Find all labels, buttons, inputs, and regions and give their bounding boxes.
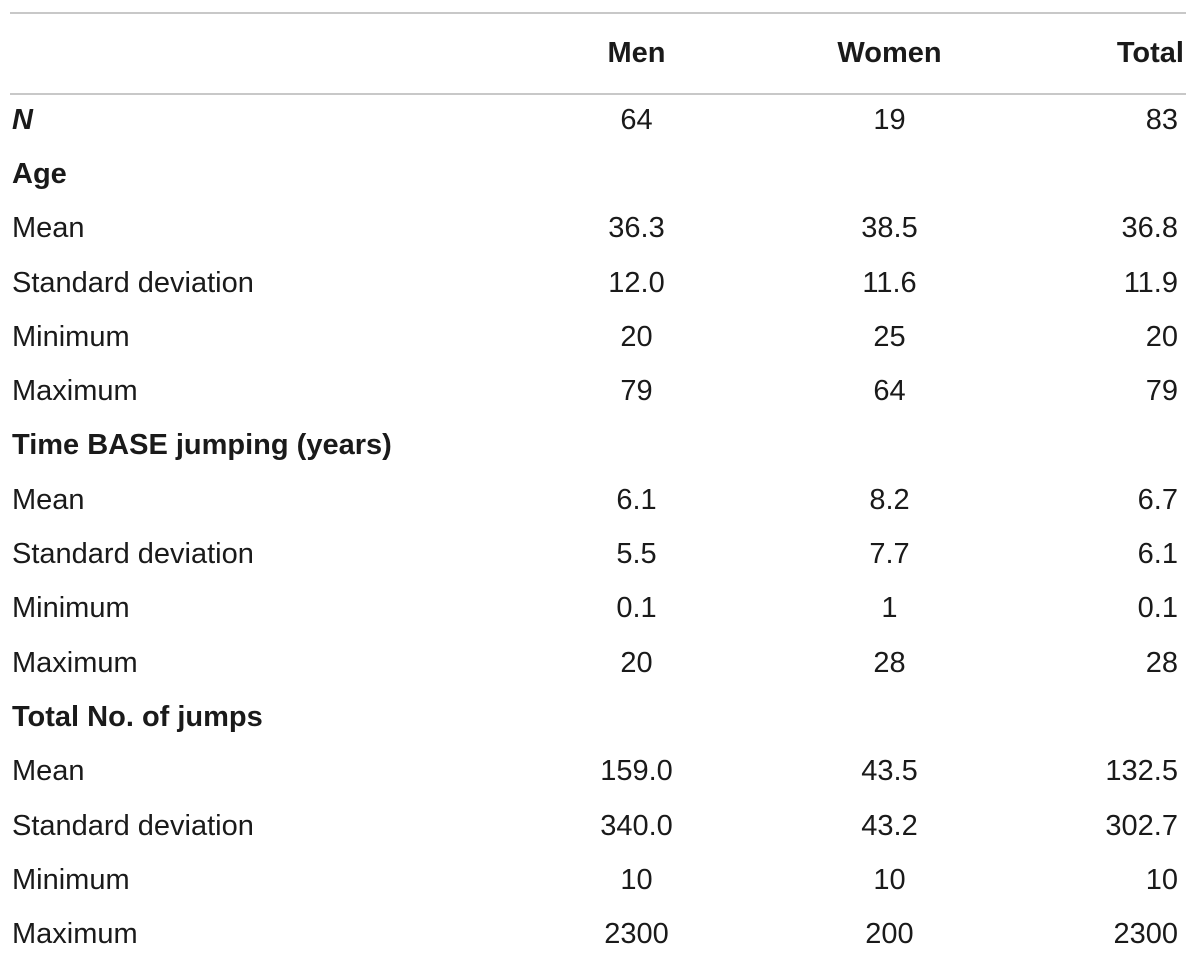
- table-row: Standard deviation 12.0 11.6 11.9: [0, 256, 1200, 310]
- section-header-row: Total No. of jumps: [0, 690, 1200, 744]
- table-row: Maximum 2300 200 2300: [0, 907, 1200, 961]
- cell-total: 6.1: [1137, 538, 1178, 571]
- cell-women: 19: [873, 103, 906, 136]
- row-label: Age: [12, 157, 67, 190]
- row-label: Minimum: [12, 863, 130, 896]
- cell-men: 12.0: [608, 266, 665, 299]
- cell-men: 340.0: [600, 809, 673, 842]
- header-total: Total: [1116, 36, 1184, 69]
- table-top-rule: [10, 12, 1186, 14]
- table-row: Maximum 20 28 28: [0, 636, 1200, 690]
- sample-size-row: N 64 19 83: [0, 93, 1200, 147]
- row-label: Mean: [12, 212, 85, 245]
- cell-women: [753, 419, 1026, 473]
- cell-men: 64: [620, 103, 653, 136]
- table-row: Maximum 79 64 79: [0, 364, 1200, 418]
- cell-women: 11.6: [862, 266, 917, 299]
- row-label: Standard deviation: [12, 809, 254, 842]
- cell-total: 302.7: [1105, 809, 1178, 842]
- cell-total: [1026, 147, 1200, 201]
- cell-women: 10: [873, 863, 906, 896]
- table-header-rule: [10, 93, 1186, 95]
- cell-women: 1: [881, 592, 898, 625]
- cell-men: 159.0: [600, 755, 673, 788]
- header-women: Women: [837, 36, 942, 69]
- cell-men: 20: [620, 320, 653, 353]
- row-label: Maximum: [12, 918, 138, 951]
- section-header-row: Age: [0, 147, 1200, 201]
- table-row: Minimum 0.1 1 0.1: [0, 582, 1200, 636]
- cell-women: 43.2: [861, 809, 918, 842]
- cell-women: 200: [865, 918, 914, 951]
- demographics-table: Men Women Total N 64 19 83 Age Mean 36.3 38.5 36…: [0, 13, 1200, 962]
- row-label: Minimum: [12, 592, 130, 625]
- row-label: Minimum: [12, 320, 130, 353]
- cell-women: 28: [873, 646, 906, 679]
- table-row: Standard deviation 5.5 7.7 6.1: [0, 527, 1200, 581]
- table-row: Mean 6.1 8.2 6.7: [0, 473, 1200, 527]
- cell-total: [1026, 419, 1200, 473]
- row-label: Mean: [12, 755, 85, 788]
- table-row: Standard deviation 340.0 43.2 302.7: [0, 799, 1200, 853]
- table-row: Mean 159.0 43.5 132.5: [0, 745, 1200, 799]
- cell-men: 20: [620, 646, 653, 679]
- cell-total: 11.9: [1123, 266, 1178, 299]
- cell-total: 10: [1145, 863, 1178, 896]
- cell-men: 5.5: [616, 538, 657, 571]
- cell-women: 38.5: [861, 212, 918, 245]
- cell-women: [753, 147, 1026, 201]
- cell-women: 8.2: [869, 483, 910, 516]
- table-row: Mean 36.3 38.5 36.8: [0, 202, 1200, 256]
- row-label: Total No. of jumps: [12, 700, 263, 733]
- cell-total: 132.5: [1105, 755, 1178, 788]
- cell-total: 28: [1145, 646, 1178, 679]
- cell-men: 36.3: [608, 212, 665, 245]
- row-label: Time BASE jumping (years): [12, 429, 392, 462]
- cell-total: 79: [1145, 375, 1178, 408]
- cell-men: 2300: [604, 918, 669, 951]
- cell-men: 0.1: [616, 592, 657, 625]
- cell-women: 7.7: [869, 538, 910, 571]
- cell-women: 43.5: [861, 755, 918, 788]
- cell-total: 2300: [1113, 918, 1178, 951]
- cell-men: 10: [620, 863, 653, 896]
- row-label: Mean: [12, 483, 85, 516]
- row-label: Standard deviation: [12, 538, 254, 571]
- cell-men: 6.1: [616, 483, 657, 516]
- cell-total: [1026, 690, 1200, 744]
- cell-total: 36.8: [1121, 212, 1178, 245]
- header-men: Men: [607, 36, 666, 69]
- cell-men: 79: [620, 375, 653, 408]
- table-header-row: Men Women Total: [0, 13, 1200, 93]
- section-header-row: Time BASE jumping (years): [0, 419, 1200, 473]
- cell-total: 83: [1145, 103, 1178, 136]
- cell-women: 25: [873, 320, 906, 353]
- cell-total: 0.1: [1137, 592, 1178, 625]
- table-row: Minimum 20 25 20: [0, 310, 1200, 364]
- cell-women: [753, 690, 1026, 744]
- cell-total: 20: [1145, 320, 1178, 353]
- cell-women: 64: [873, 375, 906, 408]
- cell-men: [520, 690, 753, 744]
- row-label: Maximum: [12, 375, 138, 408]
- table-row: Minimum 10 10 10: [0, 853, 1200, 907]
- row-label: Maximum: [12, 646, 138, 679]
- cell-men: [520, 419, 753, 473]
- row-label: N: [12, 103, 33, 136]
- row-label: Standard deviation: [12, 266, 254, 299]
- table-body: N 64 19 83 Age Mean 36.3 38.5 36.8 Standard devia…: [0, 93, 1200, 962]
- cell-men: [520, 147, 753, 201]
- cell-total: 6.7: [1137, 483, 1178, 516]
- header-label-cell: [0, 13, 520, 93]
